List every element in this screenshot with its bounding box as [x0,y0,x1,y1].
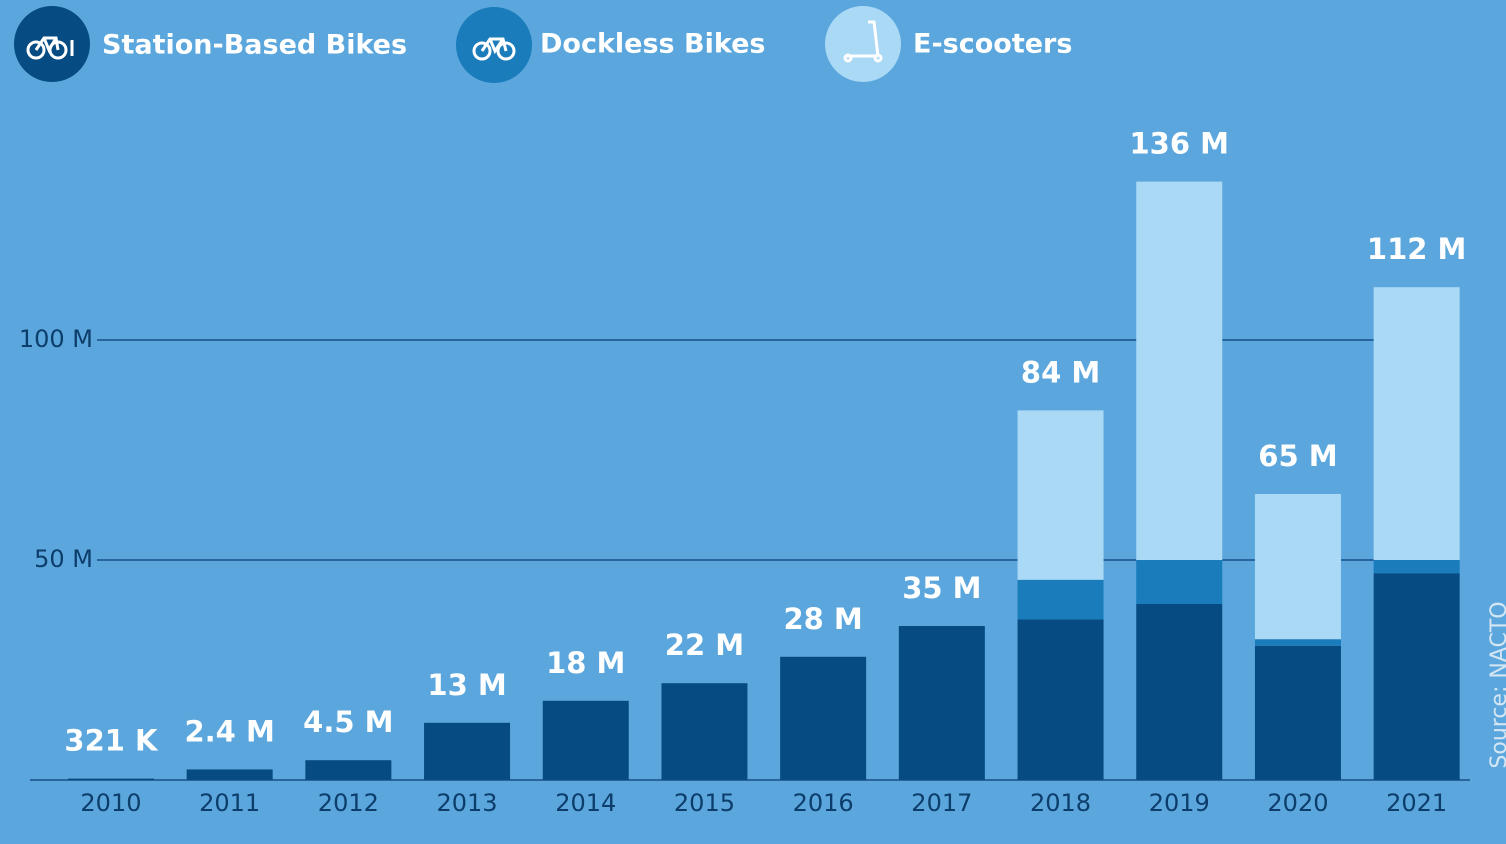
legend-icon [825,6,901,82]
x-tick-label: 2015 [674,789,735,817]
bar-segment [1373,560,1460,574]
bar-segment [1254,645,1341,780]
total-label: 112 M [1367,232,1467,266]
y-tick-label: 50 M [34,545,93,573]
total-label: 18 M [546,646,625,680]
bar-segment [661,683,748,780]
total-label: 2.4 M [184,714,274,748]
bar-segment [1254,494,1341,640]
x-tick-label: 2016 [793,789,854,817]
total-label: 84 M [1021,355,1100,389]
total-label: 136 M [1130,127,1230,161]
scooter-icon [843,20,883,63]
legend: Station-Based Bikes Dockless Bikes E-sco… [14,6,1072,83]
bar-segment [67,778,154,780]
x-tick-label: 2017 [911,789,972,817]
total-label: 22 M [665,628,744,662]
bike-icon [26,36,74,60]
bar-segment [1136,604,1223,780]
y-tick-label: 100 M [19,325,93,353]
x-tick-label: 2020 [1267,789,1328,817]
legend-label: Station-Based Bikes [102,30,407,61]
bar-segment [780,656,867,780]
total-label: 321 K [64,724,159,758]
total-label: 4.5 M [303,705,393,739]
total-label: 13 M [427,668,506,702]
bar-segment [898,626,985,780]
x-tick-label: 2013 [437,789,498,817]
bar-segment [1254,639,1341,646]
bar-segment [186,769,273,780]
bar-segment [1373,573,1460,780]
legend-label: Dockless Bikes [540,29,765,60]
x-tick-label: 2018 [1030,789,1091,817]
bar-segment [1017,410,1104,580]
source: Source: NACTO [1487,601,1506,768]
bar-segment [424,722,511,780]
bar-segment [305,760,392,780]
x-tick-label: 2010 [80,789,141,817]
bar-segment [1017,619,1104,780]
bar-segment [1373,287,1460,560]
bar-segment [1136,560,1223,604]
bar-segment [542,700,629,780]
total-label: 28 M [783,602,862,636]
legend-label: E-scooters [913,29,1072,60]
x-tick-label: 2019 [1149,789,1210,817]
total-label: 35 M [902,571,981,605]
x-tick-label: 2012 [318,789,379,817]
x-tick-label: 2014 [555,789,616,817]
total-label: 65 M [1258,439,1337,473]
bar-segment [1136,181,1223,560]
bike-icon [472,37,516,61]
bar-segment [1017,579,1104,620]
x-tick-label: 2021 [1386,789,1447,817]
x-tick-label: 2011 [199,789,260,817]
